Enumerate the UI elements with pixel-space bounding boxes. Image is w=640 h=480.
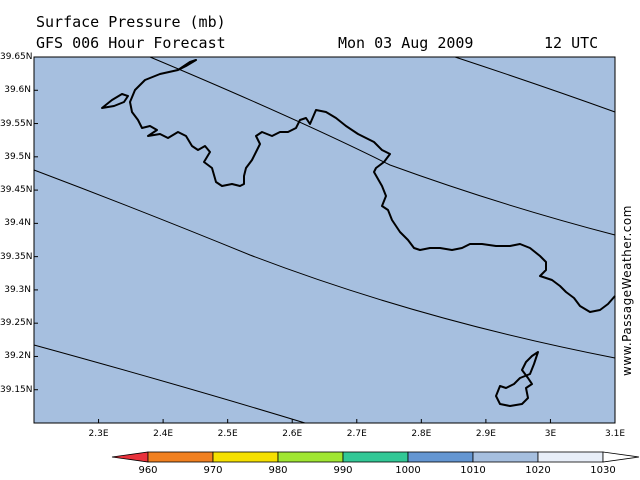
legend-label: 1030 (590, 465, 616, 476)
coastline-cabrera (495, 351, 539, 407)
isobar-line (33, 344, 306, 424)
legend-swatch (342, 451, 409, 463)
isobar-line (33, 169, 616, 359)
legend-label: 990 (333, 465, 353, 476)
legend-label: 970 (203, 465, 223, 476)
legend-label: 960 (138, 465, 158, 476)
forecast-label: GFS 006 Hour Forecast (36, 34, 226, 52)
y-tick-label: 39.2N (4, 351, 31, 362)
x-tick-label: 2.6E (282, 429, 303, 439)
map-frame (33, 56, 616, 424)
legend-swatch (537, 451, 604, 463)
x-tick-label: 2.7E (346, 429, 367, 439)
isobars (33, 56, 616, 424)
legend-swatch (407, 451, 474, 463)
map-ocean (34, 57, 615, 423)
legend-label: 1010 (460, 465, 486, 476)
isobar-line (149, 56, 616, 236)
isobar-line (454, 56, 616, 113)
x-tick-label: 2.8E (411, 429, 432, 439)
x-tick-label: 2.3E (88, 429, 109, 439)
y-tick-label: 39.55N (0, 118, 33, 129)
legend-swatch (472, 451, 539, 463)
forecast-time: 12 UTC (544, 34, 599, 52)
coastline-islet-west (101, 93, 129, 109)
y-tick-label: 39.6N (4, 85, 31, 96)
legend-swatch (212, 451, 279, 463)
chart-title: Surface Pressure (mb) (36, 13, 226, 31)
legend-label: 980 (268, 465, 288, 476)
y-tick-label: 39.45N (0, 185, 33, 196)
x-tick-label: 2.4E (153, 429, 174, 439)
y-tick-label: 39.3N (4, 284, 31, 295)
y-tick-label: 39.65N (0, 52, 33, 62)
legend-swatch (147, 451, 214, 463)
legend-label: 1000 (395, 465, 421, 476)
legend-swatch (277, 451, 344, 463)
x-tick-label: 2.5E (217, 429, 238, 439)
legend-label: 1020 (525, 465, 551, 476)
forecast-date: Mon 03 Aug 2009 (338, 34, 474, 52)
x-tick-label: 2.9E (475, 429, 496, 439)
legend-colorbar (111, 451, 640, 463)
y-tick-label: 39.4N (4, 218, 31, 229)
y-tick-label: 39.35N (0, 251, 33, 262)
legend-swatch (111, 451, 149, 463)
legend-swatch (602, 451, 640, 463)
y-tick-label: 39.15N (0, 384, 33, 395)
coastline-menorca (129, 59, 616, 313)
coastline (101, 59, 616, 407)
x-tick-label: 3.1E (605, 429, 625, 439)
x-tick-label: 3E (544, 429, 557, 439)
credit-text: www.PassageWeather.com (620, 205, 634, 376)
y-tick-label: 39.5N (4, 151, 31, 162)
y-tick-label: 39.25N (0, 318, 33, 329)
